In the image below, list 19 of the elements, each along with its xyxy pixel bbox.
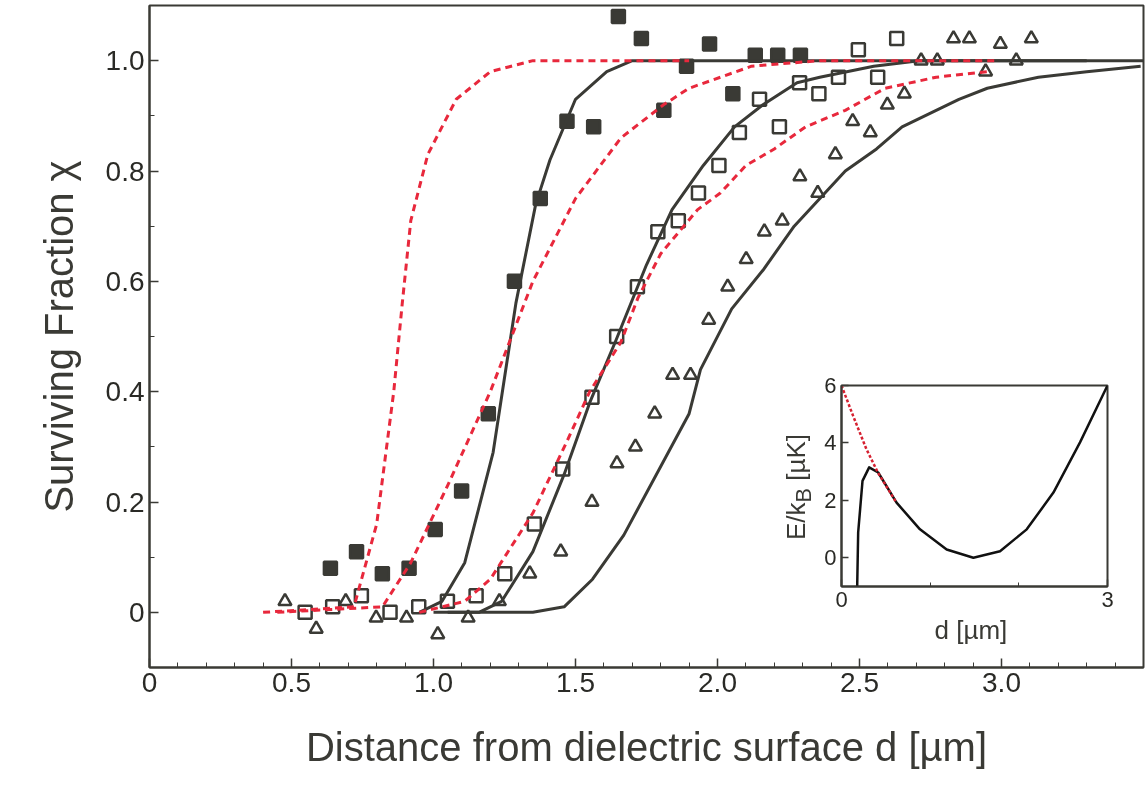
x-tick-label: 2.0 bbox=[698, 666, 737, 698]
x-tick-label: 3 bbox=[1101, 586, 1114, 612]
y-tick-label: 0.4 bbox=[105, 376, 145, 408]
y-tick-label: 0.2 bbox=[105, 486, 145, 518]
x-tick-label: 2.5 bbox=[840, 666, 879, 698]
x-tick-label: 0.5 bbox=[272, 666, 311, 698]
y-tick-label: 1.0 bbox=[105, 45, 145, 77]
x-tick-label: 3.0 bbox=[982, 666, 1021, 698]
x-tick-label: 1.5 bbox=[556, 666, 595, 698]
y-tick-label: 2 bbox=[824, 487, 837, 513]
x-tick-label: 1.0 bbox=[414, 666, 453, 698]
x-axis-title: d [µm] bbox=[934, 614, 1008, 645]
y-tick-label: 6 bbox=[824, 373, 837, 398]
y-tick-label: 0.8 bbox=[105, 155, 145, 187]
y-tick-label: 4 bbox=[824, 430, 837, 456]
y-tick-label: 0.6 bbox=[105, 265, 145, 297]
y-axis-title: Surviving Fraction χ bbox=[36, 160, 81, 513]
y-tick-label: 0 bbox=[824, 545, 837, 571]
x-axis-title: Distance from dielectric surface d [µm] bbox=[305, 724, 988, 769]
